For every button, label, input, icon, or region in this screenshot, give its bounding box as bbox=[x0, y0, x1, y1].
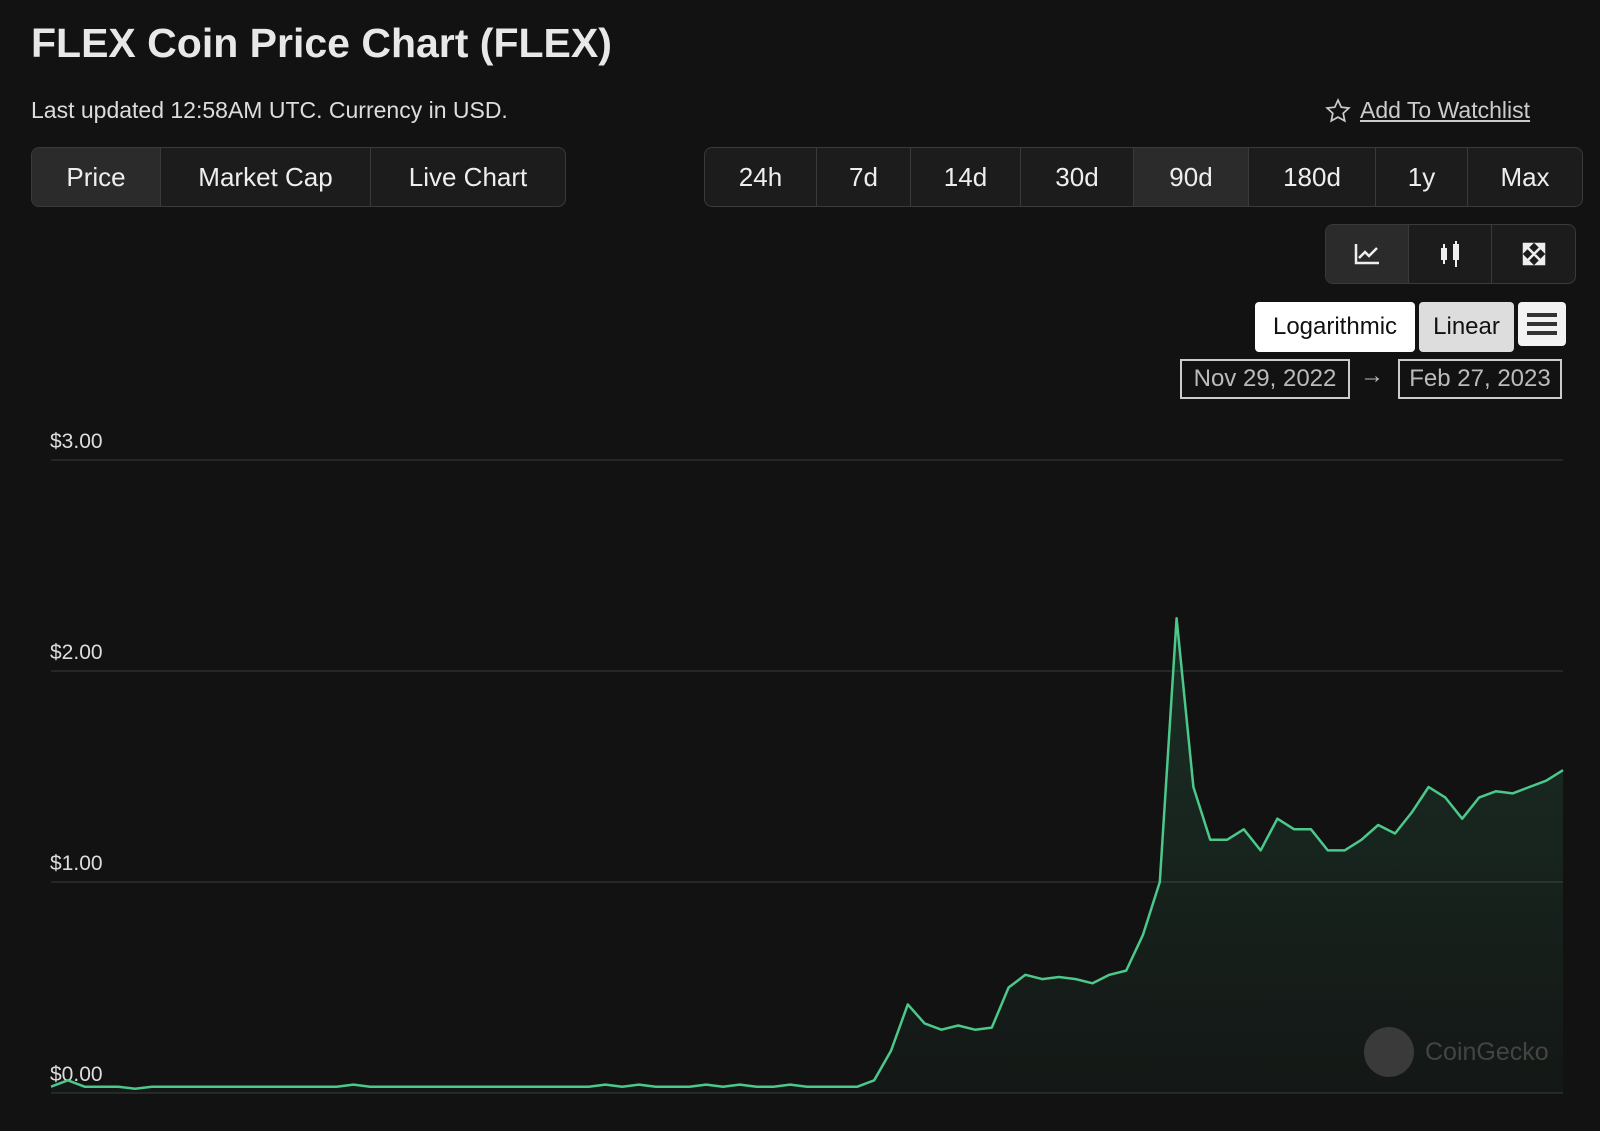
page-title: FLEX Coin Price Chart (FLEX) bbox=[31, 20, 612, 66]
range-button[interactable]: Max bbox=[1500, 161, 1550, 192]
range-button[interactable]: 90d bbox=[1134, 148, 1249, 206]
y-tick-label: $0.00 bbox=[50, 1063, 103, 1086]
watermark-logo bbox=[1364, 1027, 1414, 1077]
tab-group: Price Market Cap Live Chart bbox=[31, 147, 566, 207]
chart-type-group bbox=[1325, 224, 1576, 284]
watermark: CoinGecko bbox=[1425, 1038, 1549, 1066]
range-button[interactable]: 30d bbox=[1021, 148, 1134, 206]
range-button[interactable]: 7d bbox=[817, 148, 911, 206]
range-button[interactable]: 180d bbox=[1249, 148, 1376, 206]
star-icon[interactable] bbox=[1325, 98, 1351, 124]
candlestick-button[interactable] bbox=[1409, 225, 1492, 283]
y-tick-label: $3.00 bbox=[50, 430, 103, 453]
y-tick-label: $2.00 bbox=[50, 641, 103, 664]
arrow: → bbox=[1360, 362, 1384, 389]
tab-button[interactable]: Live Chart bbox=[408, 161, 528, 192]
fullscreen-button[interactable] bbox=[1492, 225, 1575, 283]
log-button[interactable]: Logarithmic bbox=[1255, 302, 1415, 352]
subtitle: Last updated 12:58AM UTC. Currency in US… bbox=[31, 97, 508, 123]
watchlist-link[interactable]: Add To Watchlist bbox=[1360, 97, 1531, 123]
range-button[interactable]: 14d bbox=[911, 148, 1021, 206]
linear-button[interactable]: Linear bbox=[1419, 302, 1514, 352]
area-fill bbox=[51, 618, 1563, 1093]
price-line bbox=[50, 617, 1564, 1091]
date-from[interactable]: Nov 29, 2022 bbox=[1180, 359, 1350, 399]
range-button[interactable]: 24h bbox=[705, 148, 817, 206]
menu-button[interactable] bbox=[1518, 302, 1566, 346]
range-button[interactable]: 1y bbox=[1376, 148, 1468, 206]
tab-button[interactable]: Market Cap bbox=[161, 148, 371, 206]
date-to[interactable]: Feb 27, 2023 bbox=[1398, 359, 1562, 399]
y-tick-label: $1.00 bbox=[50, 852, 103, 875]
line-chart-button[interactable] bbox=[1326, 225, 1409, 283]
range-group: 24h 7d 14d 30d 90d 180d 1y Max bbox=[704, 147, 1583, 207]
tab-button[interactable]: Price bbox=[32, 148, 161, 206]
